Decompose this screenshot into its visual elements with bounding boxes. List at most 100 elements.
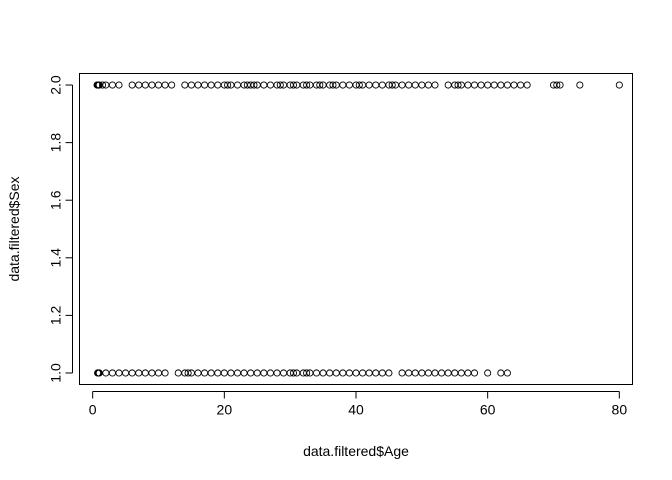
data-point [366, 370, 372, 376]
data-point [412, 82, 418, 88]
x-tick-label: 20 [217, 402, 233, 418]
data-point [234, 82, 240, 88]
data-point [465, 82, 471, 88]
data-point [254, 370, 260, 376]
data-point [425, 82, 431, 88]
data-point [149, 370, 155, 376]
x-tick-label: 0 [89, 402, 97, 418]
data-point [122, 370, 128, 376]
data-point [346, 370, 352, 376]
data-point [373, 82, 379, 88]
data-point [221, 370, 227, 376]
data-point [399, 82, 405, 88]
data-point [228, 370, 234, 376]
data-point [511, 82, 517, 88]
data-point [149, 82, 155, 88]
data-point [353, 370, 359, 376]
data-point [109, 370, 115, 376]
y-axis: 1.0 1.2 1.4 1.6 1.8 2.0 [48, 75, 73, 383]
data-point [201, 370, 207, 376]
data-point [215, 370, 221, 376]
data-point [359, 370, 365, 376]
data-point [419, 370, 425, 376]
data-point [327, 370, 333, 376]
y-tick-label: 2.0 [48, 75, 64, 95]
data-point [524, 82, 530, 88]
data-point [340, 370, 346, 376]
data-point [274, 370, 280, 376]
data-point [379, 82, 385, 88]
data-point [333, 370, 339, 376]
plot-frame [80, 74, 633, 385]
data-point [261, 370, 267, 376]
data-point [616, 82, 622, 88]
data-point [445, 370, 451, 376]
y-tick-label: 1.2 [48, 305, 64, 325]
data-point [155, 370, 161, 376]
data-point [142, 370, 148, 376]
data-point [379, 370, 385, 376]
y-tick-label: 1.4 [48, 248, 64, 268]
data-point [485, 370, 491, 376]
data-point [155, 82, 161, 88]
data-point [208, 370, 214, 376]
data-point [169, 82, 175, 88]
data-point [136, 82, 142, 88]
data-point [406, 82, 412, 88]
data-point [491, 82, 497, 88]
y-axis-label: data.filtered$Sex [6, 176, 22, 281]
data-point [267, 82, 273, 88]
data-point [241, 370, 247, 376]
data-point [116, 82, 122, 88]
data-point [432, 370, 438, 376]
data-point [340, 82, 346, 88]
data-point [136, 370, 142, 376]
y-tick-label: 1.6 [48, 190, 64, 210]
data-point [465, 370, 471, 376]
data-point [498, 82, 504, 88]
data-point [452, 370, 458, 376]
data-point [438, 370, 444, 376]
data-point [320, 370, 326, 376]
data-point [129, 370, 135, 376]
x-tick-label: 80 [612, 402, 628, 418]
data-point [458, 370, 464, 376]
data-point [432, 82, 438, 88]
data-point [346, 82, 352, 88]
data-point [103, 370, 109, 376]
data-point [498, 370, 504, 376]
data-point [129, 82, 135, 88]
data-point [445, 82, 451, 88]
x-axis-label: data.filtered$Age [303, 443, 409, 459]
data-point [373, 370, 379, 376]
data-point [419, 82, 425, 88]
data-point [485, 82, 491, 88]
x-tick-label: 60 [480, 402, 496, 418]
y-tick-label: 1.0 [48, 363, 64, 383]
data-point [234, 370, 240, 376]
data-point [386, 370, 392, 376]
data-point [366, 82, 372, 88]
data-point [195, 82, 201, 88]
data-point [162, 82, 168, 88]
x-tick-label: 40 [348, 402, 364, 418]
data-point [267, 370, 273, 376]
data-point [517, 82, 523, 88]
data-point [412, 370, 418, 376]
data-point [248, 370, 254, 376]
data-point [195, 370, 201, 376]
data-point [208, 82, 214, 88]
data-point [577, 82, 583, 88]
data-point [471, 82, 477, 88]
data-point [399, 370, 405, 376]
data-point [478, 82, 484, 88]
data-point [425, 370, 431, 376]
data-points [94, 82, 622, 376]
data-point [504, 370, 510, 376]
data-point [313, 370, 319, 376]
data-point [142, 82, 148, 88]
data-point [188, 82, 194, 88]
data-point [215, 82, 221, 88]
data-point [116, 370, 122, 376]
